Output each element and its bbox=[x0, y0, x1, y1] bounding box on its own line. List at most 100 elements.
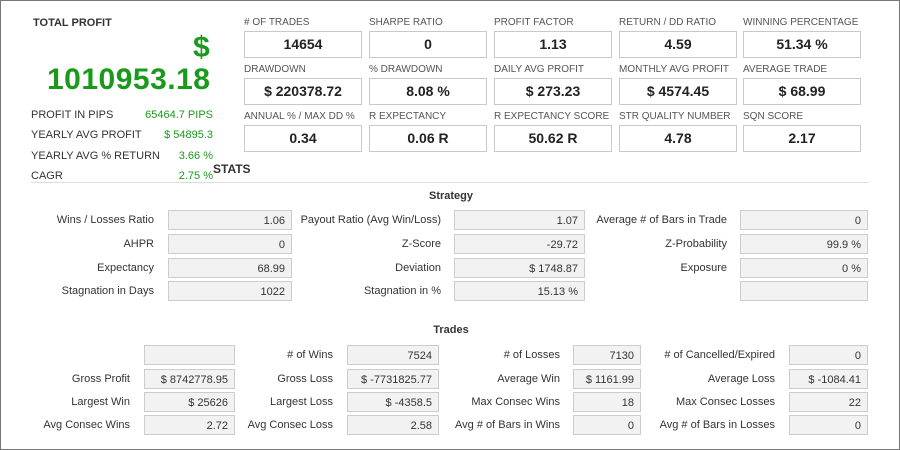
kpi-label: R EXPECTANCY SCORE bbox=[494, 111, 610, 122]
kpi-label: SQN SCORE bbox=[743, 111, 804, 122]
kpi-label: ANNUAL % / MAX DD % bbox=[244, 111, 355, 122]
field-label: Max Consec Losses bbox=[675, 396, 775, 408]
kpi-trades: # OF TRADES 14654 bbox=[244, 17, 362, 58]
field-value: 1.07 bbox=[454, 210, 585, 230]
kpi-sqn-score: SQN SCORE 2.17 bbox=[743, 111, 861, 152]
field-value-empty bbox=[740, 281, 868, 301]
field-label: Exposure bbox=[680, 262, 727, 274]
strategy-heading: Strategy bbox=[428, 190, 474, 202]
kpi-daily-avg-profit: DAILY AVG PROFIT $ 273.23 bbox=[494, 64, 612, 105]
kpi-str-quality-number: STR QUALITY NUMBER 4.78 bbox=[619, 111, 737, 152]
summary-row-value: 2.75 % bbox=[178, 170, 213, 182]
field-label: Stagnation in Days bbox=[61, 285, 154, 297]
kpi-value: 0.06 R bbox=[369, 125, 487, 152]
kpi-percent-drawdown: % DRAWDOWN 8.08 % bbox=[369, 64, 487, 105]
field-label: Avg Consec Loss bbox=[247, 419, 333, 431]
field-label: Average Loss bbox=[707, 373, 775, 385]
field-label: Z-Score bbox=[401, 238, 441, 250]
summary-row-yearly-avg-profit: YEARLY AVG PROFIT $ 54895.3 bbox=[31, 129, 213, 141]
summary-row-yearly-avg-return: YEARLY AVG % RETURN 3.66 % bbox=[31, 150, 213, 162]
total-profit-value: 1010953.18 bbox=[47, 63, 211, 96]
kpi-label: RETURN / DD RATIO bbox=[619, 17, 717, 28]
field-label: Largest Win bbox=[71, 396, 130, 408]
kpi-average-trade: AVERAGE TRADE $ 68.99 bbox=[743, 64, 861, 105]
field-label: Gross Loss bbox=[277, 373, 333, 385]
kpi-label: MONTHLY AVG PROFIT bbox=[619, 64, 730, 75]
kpi-label: SHARPE RATIO bbox=[369, 17, 443, 28]
total-profit-title: TOTAL PROFIT bbox=[33, 17, 112, 29]
kpi-winning-percentage: WINNING PERCENTAGE 51.34 % bbox=[743, 17, 861, 58]
field-value: 7130 bbox=[573, 345, 641, 365]
kpi-label: R EXPECTANCY bbox=[369, 111, 447, 122]
summary-row-label: CAGR bbox=[31, 170, 63, 182]
field-value: $ 1161.99 bbox=[573, 369, 641, 389]
field-value: 0 bbox=[573, 415, 641, 435]
kpi-r-expectancy-score: R EXPECTANCY SCORE 50.62 R bbox=[494, 111, 612, 152]
field-value: $ 25626 bbox=[144, 392, 235, 412]
currency-symbol: $ bbox=[193, 31, 210, 64]
field-label: # of Cancelled/Expired bbox=[664, 349, 775, 361]
kpi-value: 2.17 bbox=[743, 125, 861, 152]
field-label: Avg # of Bars in Wins bbox=[455, 419, 560, 431]
field-value: 7524 bbox=[347, 345, 439, 365]
kpi-value: 4.78 bbox=[619, 125, 737, 152]
kpi-label: WINNING PERCENTAGE bbox=[743, 17, 859, 28]
summary-row-label: YEARLY AVG PROFIT bbox=[31, 129, 142, 141]
stats-heading: STATS bbox=[213, 162, 251, 176]
field-label: Gross Profit bbox=[71, 373, 130, 385]
field-label: Average # of Bars in Trade bbox=[596, 214, 727, 226]
field-label: Z-Probability bbox=[665, 238, 727, 250]
field-label: # of Wins bbox=[287, 349, 333, 361]
field-value: 0 bbox=[740, 210, 868, 230]
field-label: Avg # of Bars in Losses bbox=[659, 419, 775, 431]
kpi-drawdown: DRAWDOWN $ 220378.72 bbox=[244, 64, 362, 105]
summary-row-label: PROFIT IN PIPS bbox=[31, 109, 114, 121]
field-value: 18 bbox=[573, 392, 641, 412]
field-value: $ 1748.87 bbox=[454, 258, 585, 278]
field-value: 99.9 % bbox=[740, 234, 868, 254]
field-label: Max Consec Wins bbox=[471, 396, 560, 408]
field-label: Deviation bbox=[395, 262, 441, 274]
field-value: $ -4358.5 bbox=[347, 392, 439, 412]
field-label: Largest Loss bbox=[270, 396, 333, 408]
kpi-value: $ 220378.72 bbox=[244, 78, 362, 105]
kpi-label: # OF TRADES bbox=[244, 17, 310, 28]
field-value: 22 bbox=[789, 392, 868, 412]
summary-row-label: YEARLY AVG % RETURN bbox=[31, 150, 160, 162]
kpi-value: 51.34 % bbox=[743, 31, 861, 58]
field-value: -29.72 bbox=[454, 234, 585, 254]
kpi-value: 14654 bbox=[244, 31, 362, 58]
field-value: 1022 bbox=[168, 281, 292, 301]
field-value: $ -7731825.77 bbox=[347, 369, 439, 389]
field-value: 2.72 bbox=[144, 415, 235, 435]
kpi-label: DAILY AVG PROFIT bbox=[494, 64, 585, 75]
field-label: Payout Ratio (Avg Win/Loss) bbox=[300, 214, 441, 226]
field-value: 68.99 bbox=[168, 258, 292, 278]
field-label: AHPR bbox=[123, 238, 154, 250]
field-label: Expectancy bbox=[97, 262, 154, 274]
field-value: 15.13 % bbox=[454, 281, 585, 301]
field-label: Stagnation in % bbox=[363, 285, 441, 297]
field-value: 0 bbox=[789, 415, 868, 435]
kpi-r-expectancy: R EXPECTANCY 0.06 R bbox=[369, 111, 487, 152]
kpi-return-dd-ratio: RETURN / DD RATIO 4.59 bbox=[619, 17, 737, 58]
summary-row-cagr: CAGR 2.75 % bbox=[31, 170, 213, 182]
field-value: 0 bbox=[168, 234, 292, 254]
kpi-label: PROFIT FACTOR bbox=[494, 17, 574, 28]
kpi-annual-max-dd: ANNUAL % / MAX DD % 0.34 bbox=[244, 111, 362, 152]
kpi-value: 4.59 bbox=[619, 31, 737, 58]
kpi-label: % DRAWDOWN bbox=[369, 64, 443, 75]
field-value: 0 bbox=[789, 345, 868, 365]
kpi-value: $ 273.23 bbox=[494, 78, 612, 105]
field-value-empty bbox=[144, 345, 235, 365]
summary-row-value: 3.66 % bbox=[178, 150, 213, 162]
field-value: $ 8742778.95 bbox=[144, 369, 235, 389]
trades-heading: Trades bbox=[433, 324, 469, 336]
stats-divider bbox=[31, 182, 869, 183]
field-value: $ -1084.41 bbox=[789, 369, 868, 389]
kpi-profit-factor: PROFIT FACTOR 1.13 bbox=[494, 17, 612, 58]
kpi-label: STR QUALITY NUMBER bbox=[619, 111, 731, 122]
kpi-monthly-avg-profit: MONTHLY AVG PROFIT $ 4574.45 bbox=[619, 64, 737, 105]
kpi-value: $ 4574.45 bbox=[619, 78, 737, 105]
